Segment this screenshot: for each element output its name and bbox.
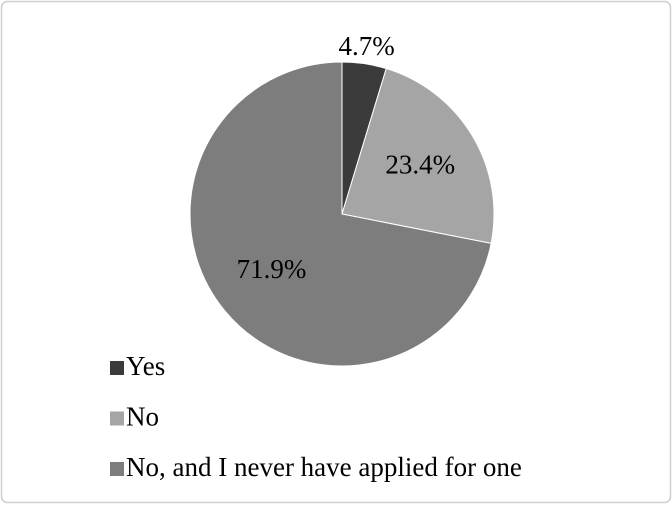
data-label: 4.7% [338, 31, 394, 61]
legend-swatch [110, 361, 124, 375]
legend-label: No, and I never have applied for one [126, 452, 522, 482]
pie-slice [341, 67, 495, 245]
pie-slice [189, 61, 492, 367]
legend-label: Yes [126, 351, 165, 381]
legend-swatch [110, 411, 124, 426]
legend-label: No [126, 402, 159, 432]
data-label: 71.9% [237, 254, 307, 284]
legend-swatch [110, 462, 124, 476]
data-label: 23.4% [385, 149, 455, 179]
